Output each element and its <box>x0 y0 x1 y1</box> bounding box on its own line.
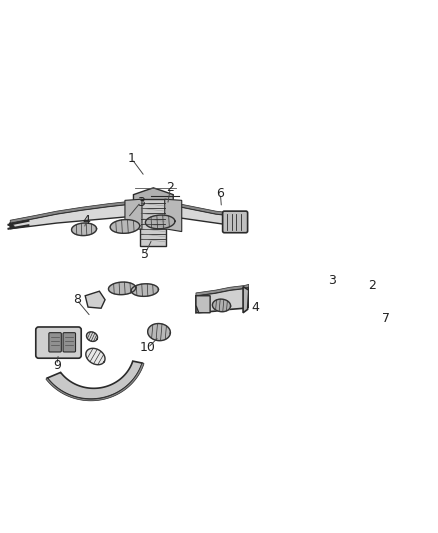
Polygon shape <box>10 201 153 229</box>
Polygon shape <box>196 287 249 313</box>
Polygon shape <box>10 199 153 223</box>
Polygon shape <box>293 285 325 300</box>
FancyBboxPatch shape <box>223 211 247 233</box>
FancyBboxPatch shape <box>63 333 75 352</box>
Polygon shape <box>85 291 105 308</box>
Text: 1: 1 <box>128 152 136 165</box>
Polygon shape <box>145 215 175 229</box>
Text: 4: 4 <box>82 214 90 227</box>
Polygon shape <box>274 284 305 298</box>
Polygon shape <box>262 282 294 297</box>
Polygon shape <box>196 285 249 296</box>
Polygon shape <box>148 324 170 341</box>
Polygon shape <box>319 282 351 297</box>
Polygon shape <box>196 296 210 313</box>
Polygon shape <box>86 349 105 365</box>
Polygon shape <box>165 199 182 231</box>
Polygon shape <box>125 199 142 231</box>
Text: 3: 3 <box>137 196 145 208</box>
Polygon shape <box>291 280 322 295</box>
Polygon shape <box>47 361 142 399</box>
Polygon shape <box>134 188 173 207</box>
Text: 5: 5 <box>141 248 149 261</box>
Text: 7: 7 <box>382 312 390 325</box>
Text: 2: 2 <box>166 181 174 195</box>
Polygon shape <box>131 284 159 296</box>
Polygon shape <box>243 287 249 313</box>
Polygon shape <box>153 199 244 217</box>
Text: 10: 10 <box>140 342 155 354</box>
Text: 9: 9 <box>53 359 61 372</box>
Text: 2: 2 <box>368 279 376 292</box>
Text: 3: 3 <box>328 274 336 287</box>
FancyBboxPatch shape <box>36 327 81 358</box>
FancyBboxPatch shape <box>49 333 61 352</box>
Polygon shape <box>140 199 166 246</box>
Polygon shape <box>212 299 230 312</box>
Text: 4: 4 <box>252 301 259 313</box>
Polygon shape <box>109 282 136 295</box>
Text: 8: 8 <box>73 293 81 306</box>
Polygon shape <box>46 363 144 401</box>
Polygon shape <box>87 332 98 342</box>
Polygon shape <box>110 220 140 233</box>
Polygon shape <box>302 286 334 301</box>
Text: 6: 6 <box>216 187 224 200</box>
Polygon shape <box>71 223 96 236</box>
Polygon shape <box>153 201 244 228</box>
